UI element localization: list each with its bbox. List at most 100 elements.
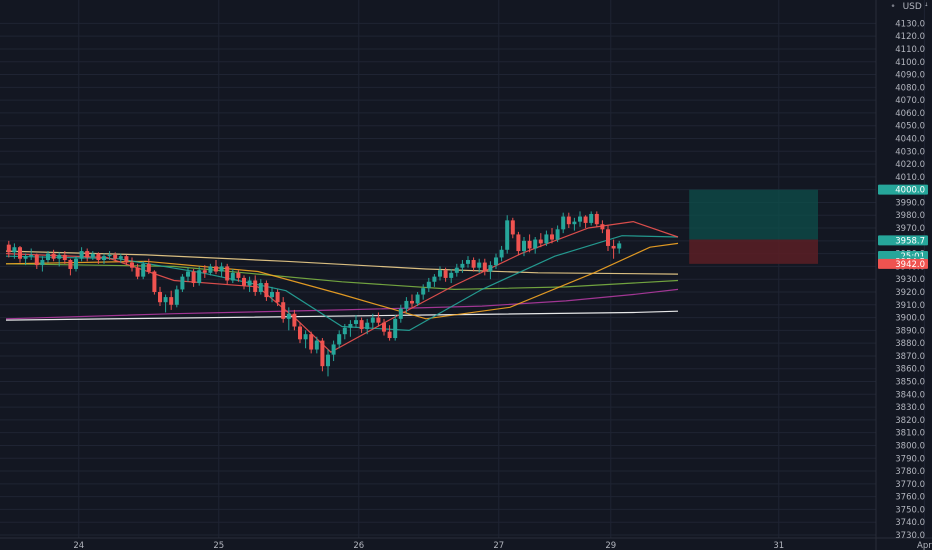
candle-body[interactable] — [449, 272, 454, 278]
candle-body[interactable] — [555, 229, 560, 240]
candle-body[interactable] — [169, 297, 174, 305]
candle-body[interactable] — [438, 270, 442, 277]
candle-body[interactable] — [281, 302, 286, 319]
candle-body[interactable] — [359, 320, 364, 330]
candle-body[interactable] — [214, 266, 218, 272]
candle-body[interactable] — [57, 254, 62, 259]
candle-body[interactable] — [303, 334, 308, 340]
candle-body[interactable] — [471, 260, 476, 268]
candle-body[interactable] — [600, 224, 605, 230]
candle-body[interactable] — [180, 276, 185, 290]
candle-body[interactable] — [326, 354, 330, 367]
candle-body[interactable] — [152, 271, 157, 292]
candle-body[interactable] — [40, 260, 45, 266]
candle-body[interactable] — [611, 245, 616, 249]
candle-body[interactable] — [79, 251, 84, 259]
candle-body[interactable] — [410, 300, 414, 304]
candle-body[interactable] — [242, 277, 246, 286]
candle-body[interactable] — [29, 254, 34, 257]
candle-body[interactable] — [247, 280, 252, 286]
candle-body[interactable] — [292, 313, 297, 327]
candle-body[interactable] — [387, 331, 392, 339]
candle-body[interactable] — [578, 216, 582, 222]
candle-body[interactable] — [85, 251, 90, 258]
candle-body[interactable] — [466, 260, 470, 264]
candle-body[interactable] — [393, 318, 398, 339]
candle-body[interactable] — [415, 294, 420, 304]
candle-body[interactable] — [135, 267, 140, 277]
candle-body[interactable] — [158, 291, 162, 303]
candle-body[interactable] — [208, 266, 213, 273]
candle-body[interactable] — [62, 254, 67, 261]
candle-body[interactable] — [499, 249, 504, 258]
candle-body[interactable] — [191, 271, 196, 284]
candle-body[interactable] — [23, 256, 28, 259]
candle-body[interactable] — [443, 270, 448, 278]
candle-body[interactable] — [354, 320, 358, 324]
candle-body[interactable] — [572, 221, 577, 225]
candle-body[interactable] — [46, 253, 50, 261]
candle-body[interactable] — [589, 213, 594, 223]
candle-body[interactable] — [107, 254, 112, 257]
candle-body[interactable] — [561, 216, 566, 230]
currency-selector[interactable]: • USD ꜜ — [890, 2, 928, 12]
candle-body[interactable] — [202, 270, 207, 273]
candle-body[interactable] — [320, 340, 325, 367]
stop-zone[interactable] — [689, 239, 818, 264]
candle-body[interactable] — [275, 291, 280, 303]
candle-body[interactable] — [236, 272, 241, 278]
candle-body[interactable] — [141, 263, 146, 277]
candle-body[interactable] — [460, 263, 465, 268]
candle-body[interactable] — [12, 247, 17, 253]
candle-body[interactable] — [90, 253, 95, 258]
candle-body[interactable] — [583, 216, 588, 223]
candle-body[interactable] — [163, 297, 168, 303]
candle-body[interactable] — [365, 322, 370, 330]
candle-body[interactable] — [404, 300, 409, 309]
candle-body[interactable] — [18, 247, 22, 259]
candle-body[interactable] — [370, 317, 375, 323]
candle-body[interactable] — [230, 272, 235, 281]
candle-body[interactable] — [516, 234, 521, 252]
candle-body[interactable] — [270, 291, 274, 298]
candle-body[interactable] — [6, 244, 11, 253]
candle-body[interactable] — [606, 229, 610, 246]
candle-body[interactable] — [454, 267, 459, 273]
candle-body[interactable] — [286, 313, 291, 319]
candle-body[interactable] — [527, 240, 532, 249]
candle-body[interactable] — [421, 288, 426, 295]
candle-body[interactable] — [258, 283, 263, 292]
candle-body[interactable] — [174, 289, 179, 305]
candle-body[interactable] — [482, 262, 487, 272]
candle-body[interactable] — [376, 317, 381, 323]
candle-body[interactable] — [96, 253, 101, 261]
candle-body[interactable] — [118, 256, 123, 259]
candle-body[interactable] — [494, 257, 498, 266]
candle-body[interactable] — [309, 334, 314, 350]
candle-body[interactable] — [382, 322, 386, 332]
candle-body[interactable] — [146, 263, 151, 272]
candle-body[interactable] — [264, 283, 269, 298]
candle-body[interactable] — [550, 234, 554, 240]
candle-body[interactable] — [432, 276, 437, 282]
candle-body[interactable] — [566, 216, 571, 225]
target-zone[interactable] — [689, 189, 818, 240]
candle-body[interactable] — [505, 220, 510, 250]
candle-body[interactable] — [522, 240, 526, 252]
candle-body[interactable] — [477, 262, 482, 268]
candle-body[interactable] — [337, 334, 342, 345]
candle-body[interactable] — [186, 271, 190, 277]
candle-body[interactable] — [544, 234, 549, 244]
candle-body[interactable] — [538, 239, 543, 244]
candle-body[interactable] — [510, 220, 515, 235]
candle-body[interactable] — [51, 253, 56, 259]
candle-body[interactable] — [253, 280, 258, 292]
candle-body[interactable] — [617, 243, 622, 249]
candle-body[interactable] — [594, 213, 599, 225]
candle-body[interactable] — [342, 327, 347, 335]
candle-body[interactable] — [219, 266, 224, 272]
candle-body[interactable] — [102, 256, 106, 261]
candle-body[interactable] — [314, 340, 319, 350]
